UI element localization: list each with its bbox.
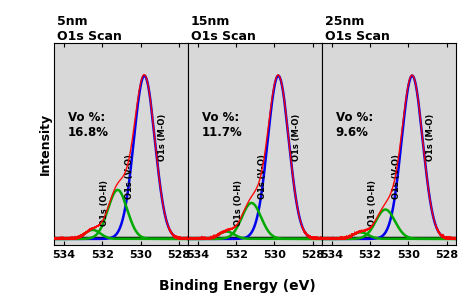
Text: 15nm
O1s Scan: 15nm O1s Scan xyxy=(191,15,256,43)
Text: O1s (O-H): O1s (O-H) xyxy=(367,180,376,226)
Text: Vo %:
11.7%: Vo %: 11.7% xyxy=(202,111,243,139)
Text: O1s (V-O): O1s (V-O) xyxy=(392,155,401,199)
Text: 25nm
O1s Scan: 25nm O1s Scan xyxy=(325,15,390,43)
Text: O1s (O-H): O1s (O-H) xyxy=(100,180,109,226)
Text: O1s (M-O): O1s (M-O) xyxy=(158,114,167,161)
Text: Vo %:
9.6%: Vo %: 9.6% xyxy=(336,111,373,139)
Text: O1s (O-H): O1s (O-H) xyxy=(234,180,243,226)
Text: O1s (V-O): O1s (V-O) xyxy=(258,155,267,199)
Text: O1s (V-O): O1s (V-O) xyxy=(125,155,134,199)
Text: Binding Energy (eV): Binding Energy (eV) xyxy=(159,279,315,293)
Text: O1s (M-O): O1s (M-O) xyxy=(426,114,435,161)
Text: 5nm
O1s Scan: 5nm O1s Scan xyxy=(57,15,122,43)
Text: O1s (M-O): O1s (M-O) xyxy=(292,114,301,161)
Y-axis label: Intensity: Intensity xyxy=(39,113,52,175)
Text: Vo %:
16.8%: Vo %: 16.8% xyxy=(68,111,109,139)
